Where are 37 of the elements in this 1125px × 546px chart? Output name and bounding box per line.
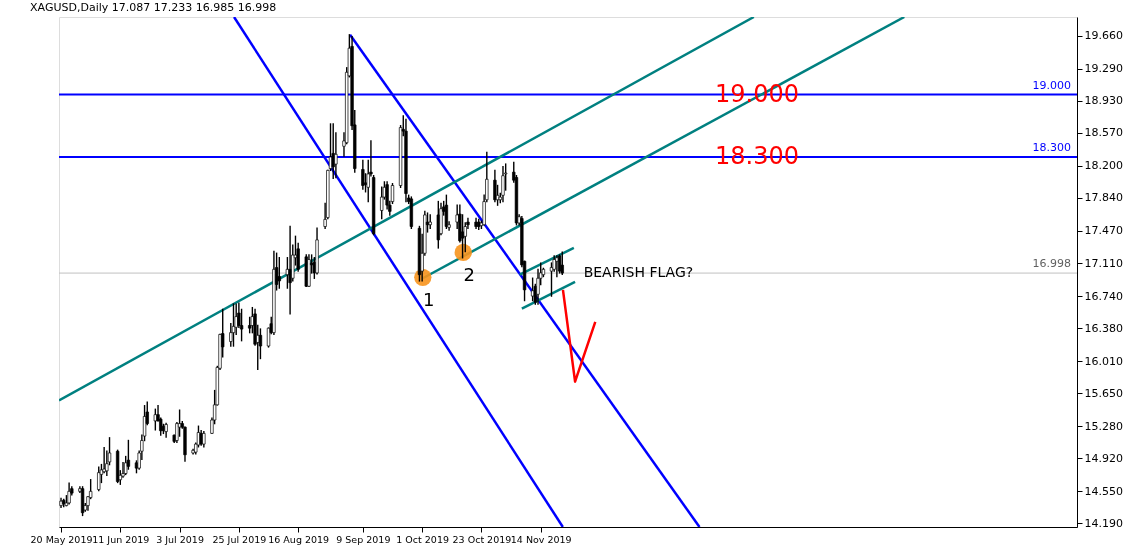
x-tick-label: 1 Oct 2019: [396, 533, 449, 545]
y-tick-label: 18.570: [1084, 126, 1123, 140]
candlestick: [288, 225, 292, 315]
y-tick-label: 17.470: [1084, 224, 1123, 238]
y-tick-label: 17.840: [1084, 191, 1123, 205]
y-tick-label: 15.280: [1084, 419, 1123, 433]
y-tick-label: 16.010: [1084, 354, 1123, 368]
x-tick-label: 9 Sep 2019: [336, 533, 391, 545]
x-tick-label: 23 Oct 2019: [452, 533, 512, 545]
candlestick: [97, 466, 101, 492]
y-tick-label: 14.550: [1084, 484, 1123, 498]
y-tick-label: 19.660: [1084, 29, 1123, 43]
x-tick-label: 20 May 2019: [30, 533, 93, 545]
y-tick-label: 19.290: [1084, 62, 1123, 76]
y-tick-label: 18.200: [1084, 159, 1123, 173]
y-tick-label: 16.380: [1084, 321, 1123, 335]
x-tick-label: 11 Jun 2019: [92, 533, 150, 545]
ref-line-label: 19.000: [1032, 78, 1071, 92]
x-tick-label: 3 Jul 2019: [156, 533, 204, 545]
x-tick-label: 14 Nov 2019: [510, 533, 572, 545]
annotation: BEARISH FLAG?: [583, 263, 694, 280]
ref-line-label: 18.300: [1032, 140, 1071, 154]
candlestick: [153, 408, 157, 431]
y-tick-label: 14.920: [1084, 451, 1123, 465]
y-tick-label: 16.740: [1084, 289, 1123, 303]
y-tick-label: 17.110: [1084, 256, 1123, 270]
candlestick: [277, 257, 281, 289]
x-tick-label: 16 Aug 2019: [268, 533, 330, 545]
y-tick-label: 14.190: [1084, 516, 1123, 530]
x-tick-label: 25 Jul 2019: [212, 533, 267, 545]
y-tick-label: 15.650: [1084, 386, 1123, 400]
y-tick-label: 18.930: [1084, 94, 1123, 108]
annotation: 1: [423, 289, 435, 311]
candlestick: [493, 169, 497, 203]
ref-line-label: 16.998: [1032, 257, 1071, 271]
chart-title: XAGUSD,Daily 17.087 17.233 16.985 16.998: [30, 1, 277, 14]
annotation: 2: [463, 264, 475, 286]
